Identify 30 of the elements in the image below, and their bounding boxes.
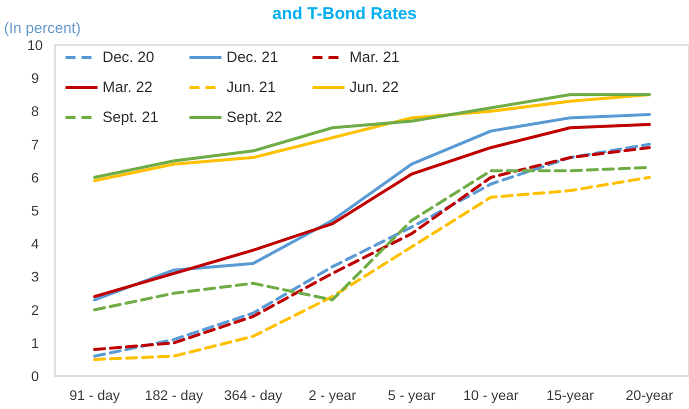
y-tick-label: 5 (31, 202, 40, 218)
y-tick-label: 0 (31, 368, 40, 384)
legend-label: Jun. 21 (226, 79, 276, 96)
y-tick-label: 9 (31, 70, 40, 86)
y-axis-title: (In percent) (4, 20, 81, 37)
y-tick-label: 7 (31, 136, 40, 152)
y-tick-label: 8 (31, 103, 40, 120)
y-tick-label: 1 (31, 334, 40, 351)
legend-label: Mar. 22 (102, 79, 153, 96)
legend-label: Mar. 21 (350, 49, 400, 66)
legend-label: Sept. 21 (102, 109, 158, 126)
line-series (93, 176, 651, 361)
legend-label: Jun. 22 (350, 79, 399, 96)
chart-title: and T-Bond Rates (272, 4, 417, 23)
y-tick-label: 6 (31, 169, 40, 186)
x-tick-label: 182 - day (144, 387, 204, 403)
x-tick-label: 20-year (626, 387, 674, 403)
x-tick-label: 91 - day (69, 387, 120, 403)
x-tick-label: 10 - year (463, 387, 519, 403)
legend-label: Dec. 20 (102, 49, 154, 66)
x-tick-label: 364 - day (224, 387, 282, 403)
y-tick-label: 3 (31, 268, 40, 285)
y-tick-label: 2 (31, 302, 40, 318)
x-tick-label: 2 - year (308, 387, 356, 403)
legend-label: Dec. 21 (226, 49, 278, 66)
y-tick-label: 4 (31, 236, 40, 252)
y-tick-label: 10 (27, 37, 43, 53)
x-tick-label: 15-year (546, 387, 594, 403)
x-tick-label: 5 - year (388, 387, 436, 403)
legend-label: Sept. 22 (226, 109, 282, 126)
